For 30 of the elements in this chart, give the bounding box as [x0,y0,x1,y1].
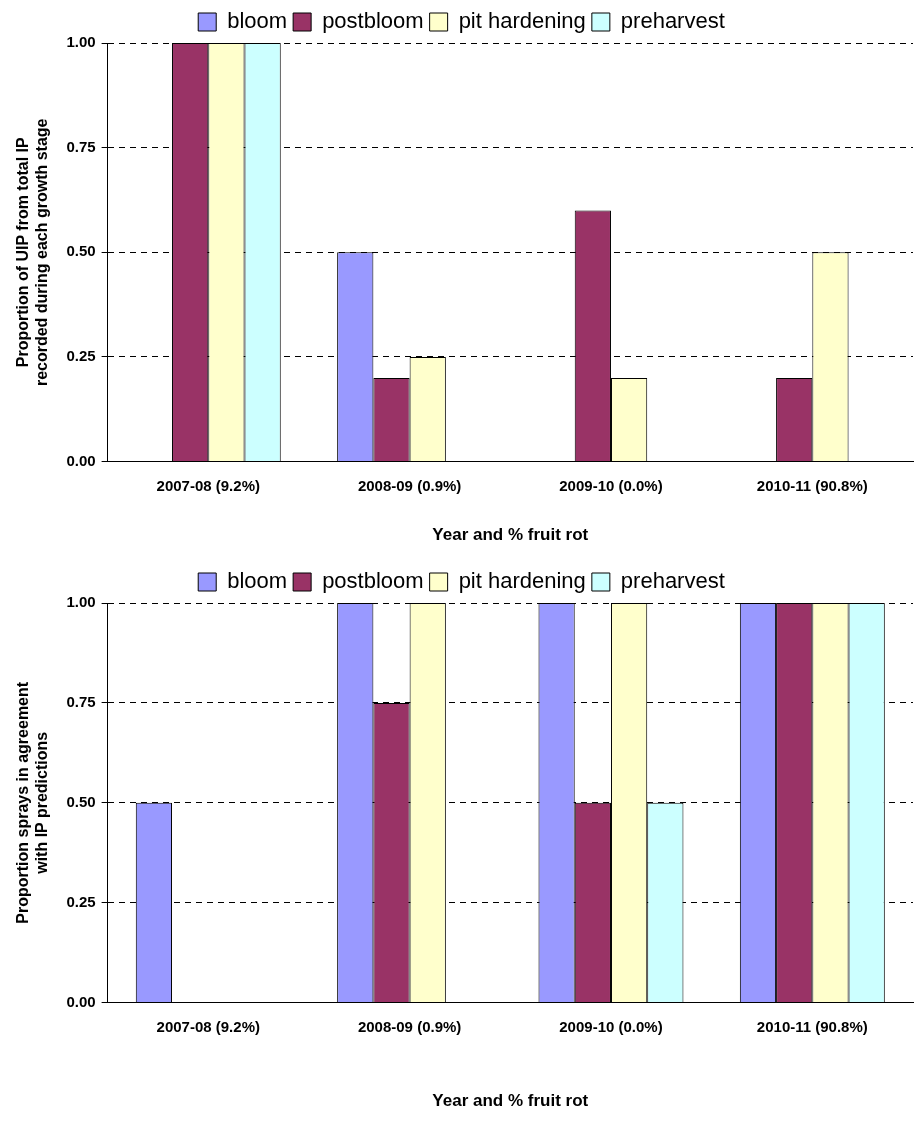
legend-label: bloom [227,8,288,34]
y-tick-label: 1.00 [66,33,96,51]
legend-label: pit hardening [458,568,586,594]
legend-label: postbloom [322,8,424,34]
legend-label: preharvest [620,8,725,34]
y-tick-label: 1.00 [66,593,96,611]
x-axis-title: Year and % fruit rot [432,525,589,545]
x-axis-title: Year and % fruit rot [432,1091,589,1111]
y-tick-label: 0.00 [66,992,96,1010]
x-tick-label: 2007-08 (9.2%) [156,476,260,494]
legend-label: postbloom [322,568,424,594]
y-tick-label: 0.25 [66,892,96,910]
y-tick-label: 0.25 [66,347,96,365]
x-tick-label: 2007-08 (9.2%) [156,1017,260,1035]
y-axis-title: Proportion sprays in agreement with IP predictions [14,681,51,924]
y-tick-label: 0.00 [66,451,96,469]
x-tick-label: 2008-09 (0.9%) [357,1017,462,1035]
x-tick-label: 2008-09 (0.9%) [357,476,462,494]
x-tick-label: 2009-10 (0.0%) [559,476,663,494]
legend-label: preharvest [620,568,725,594]
x-tick-label: 2010-11 (90.8%) [756,476,868,494]
legend-label: pit hardening [458,8,586,34]
y-tick-label: 0.50 [66,242,96,260]
x-tick-label: 2010-11 (90.8%) [756,1017,868,1035]
y-tick-label: 0.50 [66,792,96,810]
y-tick-label: 0.75 [66,137,96,155]
x-tick-label: 2009-10 (0.0%) [559,1017,663,1035]
legend-label: bloom [227,568,288,594]
y-tick-label: 0.75 [66,693,96,711]
y-axis-title: Proportion of UIP from total IP recorded during each growth stage [14,118,51,387]
